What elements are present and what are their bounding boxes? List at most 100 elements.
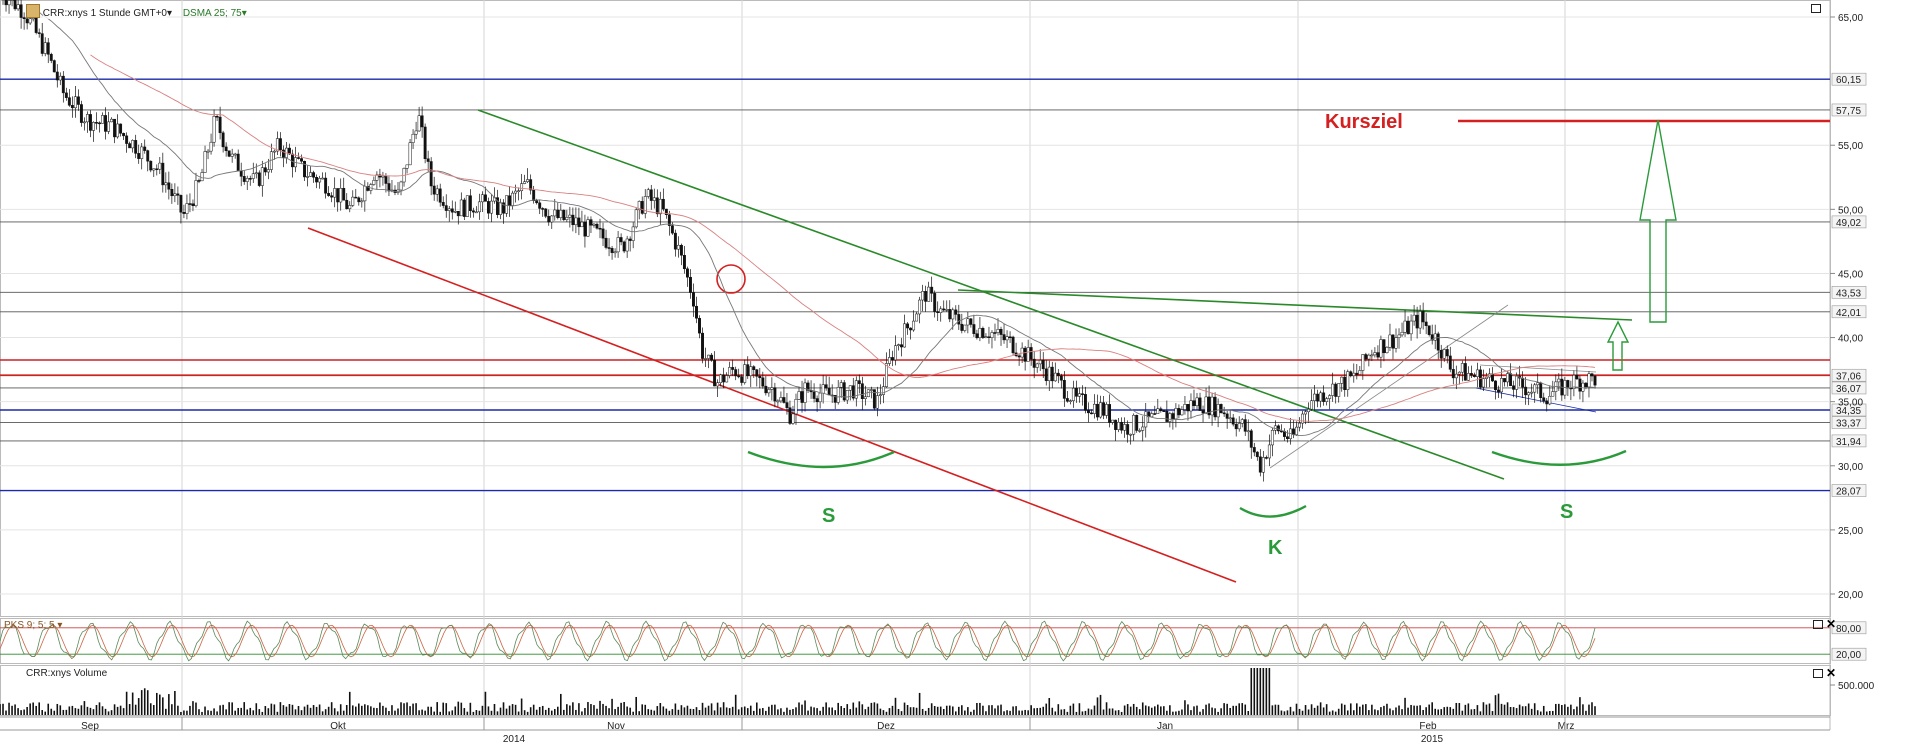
candle-body [939, 308, 943, 313]
candle-body [1180, 409, 1184, 416]
candle-body [1328, 395, 1332, 399]
osc-level-label: 20,00 [1836, 650, 1861, 661]
level-tag [1831, 381, 1867, 395]
candle-body [164, 182, 168, 186]
candle-body [300, 158, 303, 162]
candle-body [333, 188, 337, 198]
candle-body [278, 138, 282, 151]
candle-body [1102, 402, 1105, 416]
candle-body [291, 153, 294, 168]
candle-body [912, 320, 916, 331]
candle-body [58, 75, 62, 81]
maximize-icon[interactable] [1811, 4, 1821, 13]
candle-body [622, 241, 626, 252]
candle-body [707, 354, 711, 359]
candle-body [839, 382, 843, 388]
candle-body [167, 182, 171, 190]
candle-body [221, 132, 225, 148]
price-axis: 65,00 55,00 50,00 45,00 40,00 35,00 30,00 25,00… [1830, 13, 1863, 601]
candle-body [89, 114, 92, 131]
indicator-label[interactable]: DSMA 25; 75 [182, 8, 242, 19]
candle-body [152, 168, 156, 171]
candle-body [1436, 333, 1440, 351]
candle-body [1120, 421, 1124, 431]
candle-body [508, 195, 512, 206]
candle-body [417, 115, 421, 132]
candle-body [827, 387, 831, 396]
candle-body [701, 332, 704, 359]
candle-body [1132, 414, 1136, 435]
candle-body [773, 387, 777, 402]
candle-body [577, 217, 581, 228]
vol-close-icon[interactable]: ✕ [1826, 666, 1837, 680]
candle-body [483, 194, 487, 202]
price-tick-label: 20,00 [1838, 590, 1863, 601]
candle-body [1056, 372, 1060, 377]
candle-body [743, 364, 747, 383]
candle-body [209, 141, 213, 152]
candle-body [272, 150, 276, 153]
candle-body [1090, 412, 1093, 415]
candle-body [1201, 410, 1205, 414]
candle-body [1515, 375, 1519, 390]
candle-body [266, 169, 270, 173]
candle-body [357, 197, 361, 203]
candle-body [239, 170, 243, 177]
candle-body [101, 115, 104, 124]
candle-body [1258, 456, 1262, 473]
vol-maximize-icon[interactable] [1813, 669, 1823, 678]
osc-maximize-icon[interactable] [1813, 620, 1823, 629]
candle-body [128, 143, 132, 149]
candle-body [1096, 403, 1099, 418]
candle-body [438, 188, 442, 203]
candle-body [351, 196, 355, 206]
candle-body [574, 217, 578, 226]
oscillator-panel: 80,00 20,00 [0, 620, 1867, 662]
candle-body [906, 323, 910, 329]
candle-body [710, 354, 714, 361]
candle-body [725, 375, 729, 383]
candle-body [869, 389, 873, 391]
candle-body [1433, 333, 1437, 341]
candle-body [936, 311, 940, 313]
candle-body [372, 180, 376, 185]
candle-body [1454, 373, 1458, 379]
volume-panel: 500.000 [0, 668, 1875, 715]
price-tick-label: 50,00 [1838, 205, 1863, 216]
candle-body [1385, 346, 1389, 354]
candle-body [517, 190, 521, 192]
candle-body [598, 227, 602, 230]
candle-body [848, 385, 852, 391]
candle-body [1406, 320, 1410, 335]
candle-body [755, 369, 759, 377]
candle-body [1108, 404, 1112, 423]
candle-body [76, 96, 80, 105]
candle-body [1038, 360, 1042, 365]
candle-body [1298, 422, 1301, 428]
symbol-dropdown[interactable]: CRR:xnys 1 Stunde GMT+0 [42, 8, 167, 19]
candle-body [851, 385, 855, 399]
candle-body [1445, 349, 1449, 357]
candle-body [752, 366, 756, 370]
candle-body [22, 17, 26, 19]
candle-body [803, 382, 807, 403]
candle-body [782, 397, 786, 403]
time-label: 2014 [503, 734, 526, 745]
candle-body [1111, 419, 1115, 423]
volume-tick-label: 500.000 [1838, 681, 1875, 692]
price-tick-label: 55,00 [1838, 141, 1863, 152]
oscillator-header[interactable]: PKS 9; 5; 5 ▾ [4, 620, 63, 631]
candle-body [98, 122, 101, 125]
candle-body [1527, 392, 1531, 396]
candle-body [646, 189, 650, 197]
candle-body [1008, 336, 1012, 338]
candle-body [37, 32, 41, 34]
candle-body [604, 237, 608, 248]
candle-body [315, 177, 319, 183]
candle-body [363, 186, 367, 202]
osc-close-icon[interactable]: ✕ [1826, 617, 1837, 631]
candle-body [553, 209, 557, 217]
candle-body [465, 195, 469, 217]
price-tick-label: 40,00 [1838, 334, 1863, 345]
price-tick-label: 65,00 [1838, 13, 1863, 24]
